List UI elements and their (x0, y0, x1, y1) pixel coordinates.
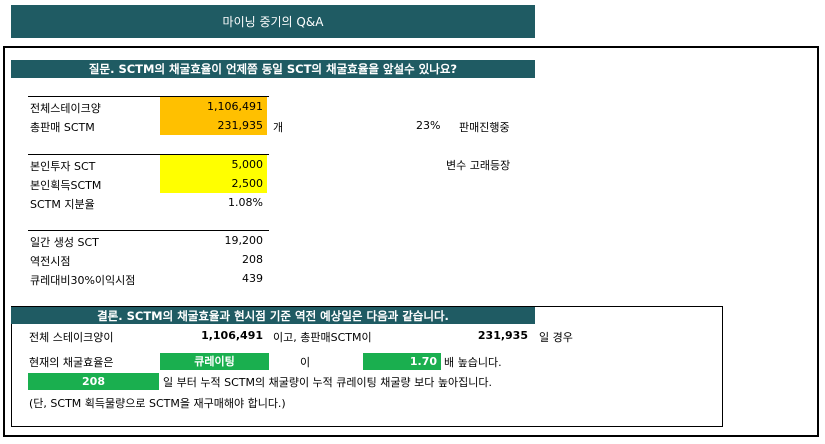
page-title: 마이닝 중기의 Q&A (11, 5, 535, 38)
total-stake-label: 전체스테이크양 (30, 102, 101, 115)
total-stake-row: 전체스테이크양 1,106,491 (28, 97, 269, 116)
reversal-point-label: 역전시점 (30, 255, 71, 268)
timeline-group: 일간 생성 SCT 19,200 역전시점 208 큐레대비30%이익시점 43… (28, 230, 269, 288)
stake-prefix: 전체 스테이크양이 (29, 331, 114, 344)
conclusion-banner: 결론. SCTM의 채굴효율과 현시점 기준 역전 예상일은 다음과 같습니다. (11, 307, 535, 324)
stake-group: 전체스테이크양 1,106,491 총판매 SCTM 231,935 (28, 96, 269, 136)
page-title-text: 마이닝 중기의 Q&A (222, 15, 324, 29)
reversal-statement: 일 부터 누적 SCTM의 채굴량이 누적 큐레이팅 채굴량 보다 높아집니다. (163, 376, 492, 389)
invest-sct-value[interactable]: 5,000 (160, 155, 267, 174)
daily-sct-label: 일간 생성 SCT (30, 236, 99, 249)
conclusion-heading: 결론. SCTM의 채굴효율과 현시점 기준 역전 예상일은 다음과 같습니다. (97, 308, 449, 323)
content-frame (3, 46, 819, 437)
sold-sctm-row: 총판매 SCTM 231,935 (28, 116, 269, 135)
particle-text: 이 (300, 356, 311, 369)
earned-sctm-label: 본인획득SCTM (30, 179, 102, 192)
repurchase-note: (단, SCTM 획득물량으로 SCTM을 재구매해야 합니다.) (29, 397, 286, 410)
invest-sct-label: 본인투자 SCT (30, 160, 96, 173)
investment-group: 본인투자 SCT 5,000 본인획득SCTM 2,500 SCTM 지분율 1… (28, 154, 269, 213)
efficiency-ratio: 1.70 (363, 353, 441, 370)
sale-status: 판매진행중 (459, 121, 510, 134)
sold-sctm-label: 총판매 SCTM (30, 121, 95, 134)
stake-amount: 1,106,491 (201, 329, 263, 342)
total-stake-value[interactable]: 1,106,491 (160, 97, 267, 116)
profit-point-value: 439 (242, 272, 263, 285)
conclusion-box (11, 306, 723, 427)
efficiency-prefix: 현재의 채굴효율은 (29, 356, 114, 369)
share-ratio-row: SCTM 지분율 1.08% (28, 193, 269, 212)
whale-note: 변수 고래등장 (446, 159, 511, 172)
question-text: 질문. SCTM의 채굴효율이 언제쯤 동일 SCT의 채굴효율을 앞설수 있나… (88, 62, 458, 76)
ratio-suffix: 배 높습니다. (444, 356, 502, 369)
profit-point-row: 큐레대비30%이익시점 439 (28, 269, 269, 288)
sold-sctm-value[interactable]: 231,935 (160, 116, 267, 135)
condition-suffix: 일 경우 (539, 331, 573, 344)
reversal-point-row: 역전시점 208 (28, 250, 269, 269)
curating-badge: 큐레이팅 (160, 353, 269, 370)
share-ratio-label: SCTM 지분율 (30, 198, 95, 211)
daily-sct-row: 일간 생성 SCT 19,200 (28, 231, 269, 250)
unit-label: 개 (273, 121, 284, 134)
sale-percent: 23% (416, 119, 441, 132)
earned-sctm-row: 본인획득SCTM 2,500 (28, 174, 269, 193)
sold-prefix: 이고, 총판매SCTM이 (273, 331, 372, 344)
sold-amount: 231,935 (477, 329, 528, 342)
earned-sctm-value[interactable]: 2,500 (160, 174, 267, 193)
reversal-days-badge: 208 (28, 373, 159, 390)
profit-point-label: 큐레대비30%이익시점 (30, 274, 136, 287)
reversal-point-value: 208 (242, 253, 263, 266)
question-banner: 질문. SCTM의 채굴효율이 언제쯤 동일 SCT의 채굴효율을 앞설수 있나… (11, 60, 535, 78)
invest-sct-row: 본인투자 SCT 5,000 (28, 155, 269, 174)
share-ratio-value: 1.08% (228, 196, 263, 209)
daily-sct-value: 19,200 (224, 234, 264, 247)
